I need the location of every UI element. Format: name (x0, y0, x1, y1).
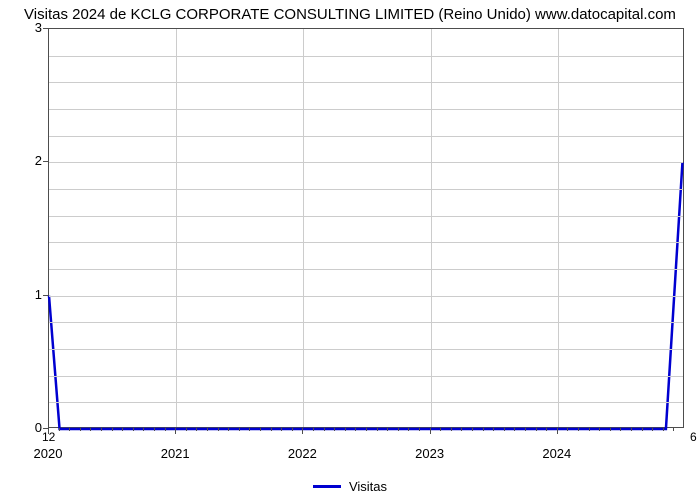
x-tick-minor (663, 428, 664, 431)
grid-h-minor (49, 242, 683, 243)
x-tick-minor (652, 428, 653, 431)
x-tick-minor (292, 428, 293, 431)
x-tick-minor (642, 428, 643, 431)
x-tick-minor (196, 428, 197, 431)
x-tick-minor (387, 428, 388, 431)
x-tick-minor (112, 428, 113, 431)
grid-h-minor (49, 349, 683, 350)
x-tick-minor (90, 428, 91, 431)
x-tick-label: 2022 (288, 446, 317, 461)
grid-v (176, 29, 177, 427)
grid-h-minor (49, 376, 683, 377)
x-tick-minor (345, 428, 346, 431)
x-tick-minor (546, 428, 547, 431)
x-tick (302, 428, 303, 434)
legend-label: Visitas (349, 479, 387, 494)
x-tick (175, 428, 176, 434)
x-tick-minor (504, 428, 505, 431)
x-tick-minor (186, 428, 187, 431)
x-tick-minor (207, 428, 208, 431)
x-tick-minor (101, 428, 102, 431)
x-tick-minor (599, 428, 600, 431)
grid-h-minor (49, 402, 683, 403)
x-tick (430, 428, 431, 434)
grid-h-minor (49, 216, 683, 217)
x-tick-minor (80, 428, 81, 431)
x-tick-minor (483, 428, 484, 431)
x-tick-minor (154, 428, 155, 431)
y-tick (43, 161, 48, 162)
x-tick-label: 2023 (415, 446, 444, 461)
x-tick-minor (514, 428, 515, 431)
x-tick-minor (440, 428, 441, 431)
grid-h-minor (49, 189, 683, 190)
x-tick-minor (419, 428, 420, 431)
legend-swatch (313, 485, 341, 488)
x-tick-minor (143, 428, 144, 431)
x-tick-minor (218, 428, 219, 431)
x-tick-label: 2024 (542, 446, 571, 461)
x-tick (557, 428, 558, 434)
x-tick-minor (313, 428, 314, 431)
x-tick-minor (271, 428, 272, 431)
x-tick-minor (355, 428, 356, 431)
x-tick-minor (366, 428, 367, 431)
x-tick-minor (631, 428, 632, 431)
grid-h-minor (49, 109, 683, 110)
legend: Visitas (0, 479, 700, 494)
grid-h-minor (49, 56, 683, 57)
chart-container: Visitas 2024 de KCLG CORPORATE CONSULTIN… (0, 0, 700, 500)
series-line (49, 29, 685, 429)
plot-area (48, 28, 684, 428)
grid-v (303, 29, 304, 427)
x-tick-minor (281, 428, 282, 431)
grid-h-minor (49, 82, 683, 83)
x-sublabel-left: 12 (42, 430, 55, 444)
x-tick-minor (133, 428, 134, 431)
grid-h (49, 296, 683, 297)
grid-h (49, 162, 683, 163)
x-tick-minor (334, 428, 335, 431)
y-tick-label: 0 (24, 420, 42, 435)
x-tick-minor (69, 428, 70, 431)
x-tick-minor (589, 428, 590, 431)
x-tick-minor (461, 428, 462, 431)
x-tick-minor (472, 428, 473, 431)
x-tick-label: 2021 (161, 446, 190, 461)
x-tick-minor (398, 428, 399, 431)
x-tick-minor (525, 428, 526, 431)
x-tick-minor (239, 428, 240, 431)
x-tick-minor (249, 428, 250, 431)
x-tick-minor (536, 428, 537, 431)
x-tick-label: 2020 (34, 446, 63, 461)
x-tick-minor (610, 428, 611, 431)
grid-h-minor (49, 269, 683, 270)
y-tick-label: 2 (24, 153, 42, 168)
x-tick-minor (377, 428, 378, 431)
y-tick (43, 28, 48, 29)
grid-h-minor (49, 322, 683, 323)
y-tick (43, 295, 48, 296)
grid-v (431, 29, 432, 427)
x-tick-minor (567, 428, 568, 431)
x-sublabel-right: 6 (690, 430, 697, 444)
x-tick-minor (578, 428, 579, 431)
x-tick-minor (165, 428, 166, 431)
x-tick-minor (59, 428, 60, 431)
x-tick-minor (324, 428, 325, 431)
y-tick-label: 1 (24, 287, 42, 302)
x-tick-minor (673, 428, 674, 431)
x-tick-minor (451, 428, 452, 431)
grid-v (558, 29, 559, 427)
x-tick-minor (493, 428, 494, 431)
x-tick-minor (260, 428, 261, 431)
y-tick-label: 3 (24, 20, 42, 35)
grid-h-minor (49, 136, 683, 137)
x-tick-minor (620, 428, 621, 431)
x-tick-minor (408, 428, 409, 431)
x-tick-minor (122, 428, 123, 431)
x-tick-minor (228, 428, 229, 431)
chart-title: Visitas 2024 de KCLG CORPORATE CONSULTIN… (0, 6, 700, 23)
